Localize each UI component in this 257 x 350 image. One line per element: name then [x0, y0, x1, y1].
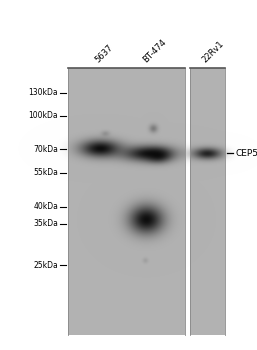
Text: 100kDa: 100kDa — [28, 111, 58, 120]
Text: 35kDa: 35kDa — [33, 219, 58, 228]
Text: 5637: 5637 — [94, 42, 115, 64]
Text: BT-474: BT-474 — [142, 37, 169, 64]
Text: 40kDa: 40kDa — [33, 202, 58, 211]
Text: 22Rv1: 22Rv1 — [201, 39, 226, 64]
Text: 130kDa: 130kDa — [28, 88, 58, 97]
Text: 55kDa: 55kDa — [33, 168, 58, 177]
Text: 25kDa: 25kDa — [33, 260, 58, 270]
Text: 70kDa: 70kDa — [33, 145, 58, 154]
Text: CEP57L1: CEP57L1 — [235, 148, 257, 158]
